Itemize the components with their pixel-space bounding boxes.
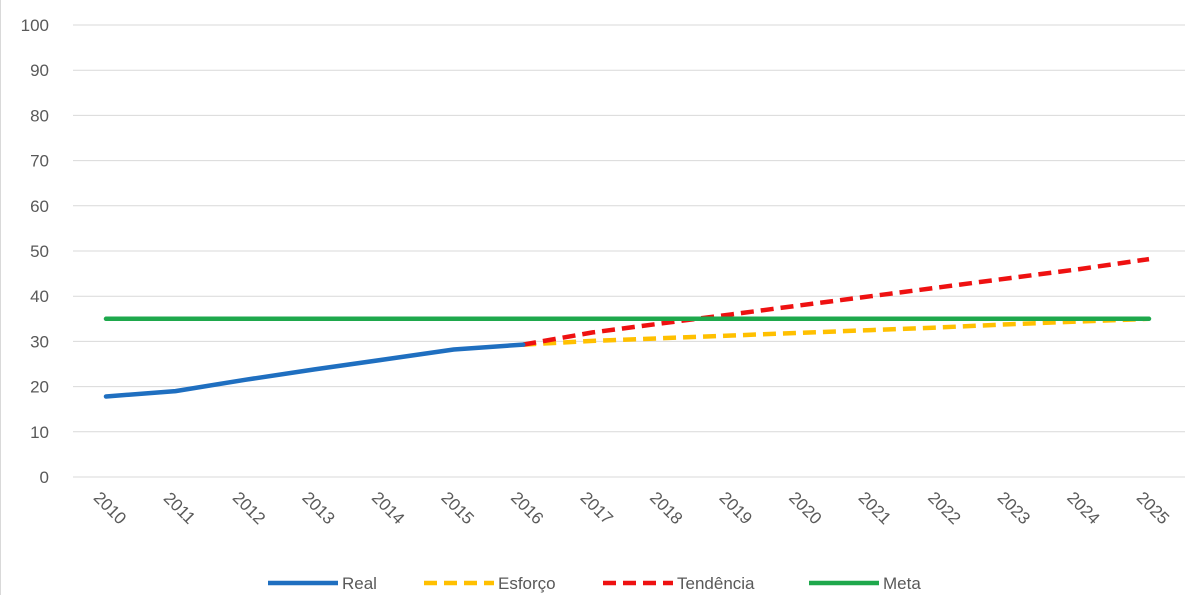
x-tick-label: 2016 [507,488,547,528]
y-tick-label: 100 [21,16,49,35]
y-tick-label: 20 [30,378,49,397]
x-tick-label: 2013 [298,488,338,528]
y-tick-label: 60 [30,197,49,216]
x-tick-label: 2012 [229,488,269,528]
y-tick-label: 80 [30,106,49,125]
legend-label-2: Esforço [498,574,556,593]
series-line-2 [523,316,1150,347]
x-tick-label: 2022 [924,488,964,528]
y-tick-label: 0 [40,468,49,487]
x-tick-label: 2011 [160,488,199,527]
x-tick-label: 2021 [855,488,895,528]
legend: Real Esforço Tendência Meta [268,574,921,593]
gridlines [73,24,1185,478]
x-tick-label: 2023 [994,488,1034,528]
x-axis-ticks: 2010 2011 2012 2013 2014 2015 2016 2017 2018 2019… [90,488,1173,528]
legend-label-1: Real [342,574,377,593]
legend-label-3: Tendência [677,574,755,593]
y-tick-label: 40 [30,287,49,306]
series-lines [103,256,1152,399]
y-tick-label: 10 [30,423,49,442]
x-tick-label: 2024 [1063,488,1103,528]
x-tick-label: 2014 [368,488,408,528]
y-tick-label: 30 [30,332,49,351]
y-tick-label: 70 [30,152,49,171]
x-tick-label: 2019 [716,488,756,528]
legend-label-4: Meta [883,574,921,593]
x-tick-label: 2018 [646,488,686,528]
x-tick-label: 2015 [437,488,477,528]
series-line-1 [103,342,526,399]
x-tick-label: 2020 [785,488,825,528]
x-tick-label: 2017 [577,488,617,528]
y-tick-label: 90 [30,61,49,80]
series-line-3 [522,256,1150,347]
y-tick-label: 50 [30,242,49,261]
y-axis-ticks: 0 10 20 30 40 50 60 70 80 90 100 [21,16,49,487]
x-tick-label: 2025 [1133,488,1173,528]
x-tick-label: 2010 [90,488,130,528]
